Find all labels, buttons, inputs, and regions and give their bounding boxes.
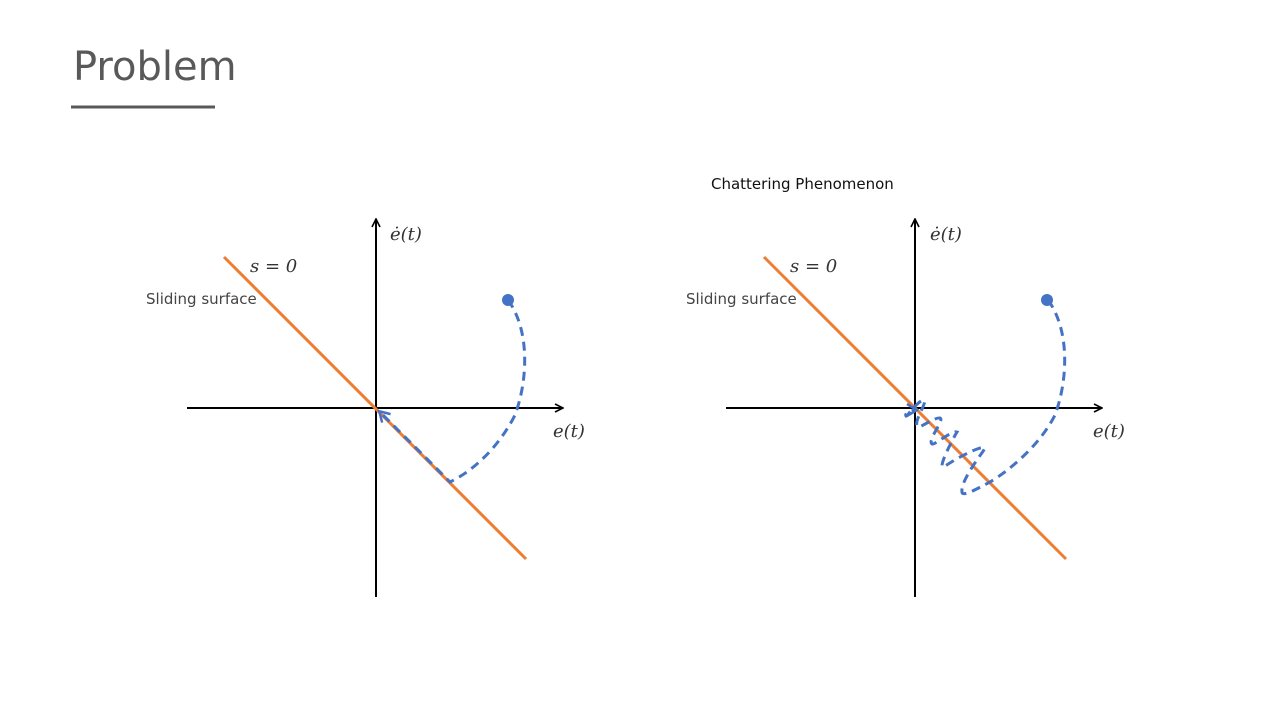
diagram-caption: Chattering Phenomenon [711,175,894,193]
surface-equation: s = 0 [250,256,297,277]
initial-point [502,294,514,306]
y-axis-label: ė(t) [930,224,962,245]
slide-title: Problem [73,44,237,90]
sliding-surface-line [222,255,528,561]
trajectory [380,299,527,484]
surface-label: Sliding surface [146,290,257,308]
diagram: ė(t) e(t) s = 0 Sliding surface [146,219,585,597]
surface-label: Sliding surface [686,290,797,308]
x-axis-label: e(t) [1093,421,1125,442]
initial-point [1041,294,1053,306]
y-axis-label: ė(t) [390,224,422,245]
x-axis-label: e(t) [553,421,585,442]
surface-equation: s = 0 [790,256,837,277]
diagram: Chattering Phenomenon ė(t) e(t) s = 0 Sl… [686,175,1125,597]
chattering-trajectory [904,299,1067,496]
